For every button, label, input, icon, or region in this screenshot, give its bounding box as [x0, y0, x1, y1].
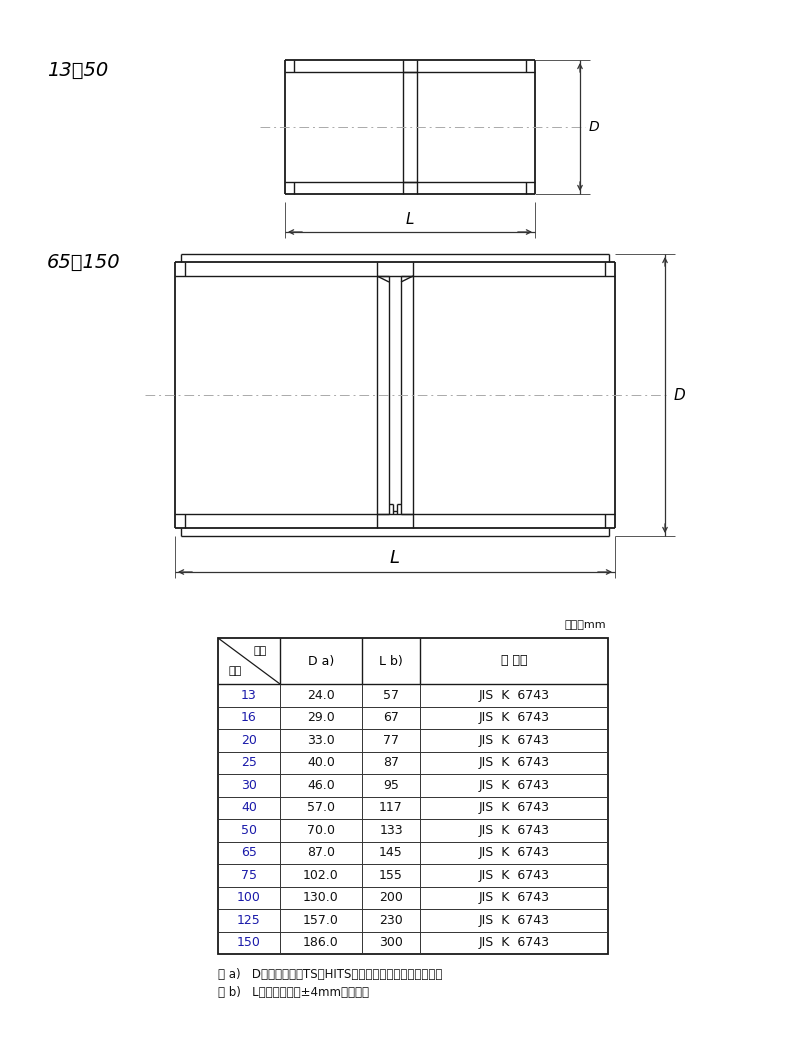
Text: 186.0: 186.0 [303, 936, 339, 949]
Text: JIS  K  6743: JIS K 6743 [478, 734, 550, 747]
Text: 67: 67 [383, 712, 399, 724]
Text: 117: 117 [379, 802, 403, 814]
Text: 記号: 記号 [254, 646, 266, 656]
Text: 46.0: 46.0 [307, 779, 335, 791]
Text: 13〜50: 13〜50 [47, 61, 108, 80]
Text: JIS  K  6743: JIS K 6743 [478, 936, 550, 949]
Text: 102.0: 102.0 [303, 869, 339, 881]
Text: 16: 16 [241, 712, 257, 724]
Text: 20: 20 [241, 734, 257, 747]
Text: 145: 145 [379, 846, 403, 859]
Text: 70.0: 70.0 [307, 824, 335, 836]
Text: 125: 125 [237, 914, 261, 926]
Text: 77: 77 [383, 734, 399, 747]
Text: 65: 65 [241, 846, 257, 859]
Text: D a): D a) [308, 655, 334, 668]
Text: 注 a)   Dの許容差は、TS・HITS継手受口共通寸法図による。: 注 a) Dの許容差は、TS・HITS継手受口共通寸法図による。 [218, 967, 442, 981]
Text: 130.0: 130.0 [303, 891, 339, 904]
Text: 注 b)   Lの許容差は、±4mmとする。: 注 b) Lの許容差は、±4mmとする。 [218, 986, 369, 1000]
Text: 57: 57 [383, 689, 399, 702]
Text: JIS  K  6743: JIS K 6743 [478, 689, 550, 702]
Text: 133: 133 [379, 824, 403, 836]
Text: 75: 75 [241, 869, 257, 881]
Text: 300: 300 [379, 936, 403, 949]
Text: JIS  K  6743: JIS K 6743 [478, 914, 550, 926]
Text: 24.0: 24.0 [307, 689, 335, 702]
Text: 25: 25 [241, 757, 257, 769]
Text: JIS  K  6743: JIS K 6743 [478, 712, 550, 724]
Text: JIS  K  6743: JIS K 6743 [478, 891, 550, 904]
Text: 13: 13 [241, 689, 257, 702]
Text: JIS  K  6743: JIS K 6743 [478, 802, 550, 814]
Text: 150: 150 [237, 936, 261, 949]
Text: D: D [673, 388, 685, 402]
Bar [218, 638, 608, 954]
Text: 87.0: 87.0 [307, 846, 335, 859]
Text: 29.0: 29.0 [307, 712, 335, 724]
Text: 57.0: 57.0 [307, 802, 335, 814]
Text: 155: 155 [379, 869, 403, 881]
Text: 95: 95 [383, 779, 399, 791]
Text: JIS  K  6743: JIS K 6743 [478, 824, 550, 836]
Text: JIS  K  6743: JIS K 6743 [478, 757, 550, 769]
Text: JIS  K  6743: JIS K 6743 [478, 846, 550, 859]
Text: 33.0: 33.0 [307, 734, 335, 747]
Text: L: L [390, 549, 400, 567]
Text: 呼径: 呼径 [229, 665, 242, 676]
Text: L b): L b) [379, 655, 403, 668]
Text: 100: 100 [237, 891, 261, 904]
Text: 単位：mm: 単位：mm [564, 620, 606, 630]
Text: 157.0: 157.0 [303, 914, 339, 926]
Text: 30: 30 [241, 779, 257, 791]
Text: 87: 87 [383, 757, 399, 769]
Text: 230: 230 [379, 914, 403, 926]
Text: JIS  K  6743: JIS K 6743 [478, 869, 550, 881]
Text: 40.0: 40.0 [307, 757, 335, 769]
Text: L: L [406, 212, 414, 226]
Text: JIS  K  6743: JIS K 6743 [478, 779, 550, 791]
Text: 200: 200 [379, 891, 403, 904]
Text: 65〜150: 65〜150 [47, 253, 121, 271]
Text: 規 　格: 規 格 [501, 655, 527, 668]
Text: 50: 50 [241, 824, 257, 836]
Text: 40: 40 [241, 802, 257, 814]
Text: D: D [589, 121, 599, 134]
